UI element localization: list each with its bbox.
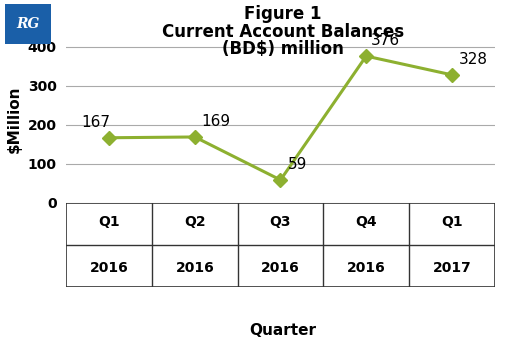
Text: 2016: 2016 [175, 261, 214, 275]
Text: 2017: 2017 [432, 261, 470, 275]
Y-axis label: $Million: $Million [7, 85, 22, 153]
Text: Q4: Q4 [355, 215, 376, 229]
Text: 2016: 2016 [346, 261, 385, 275]
Text: (BD$) million: (BD$) million [222, 40, 343, 58]
Text: Q3: Q3 [269, 215, 291, 229]
Text: 328: 328 [458, 52, 487, 67]
Text: Quarter: Quarter [249, 323, 316, 338]
Text: Q2: Q2 [184, 215, 205, 229]
Text: 2016: 2016 [261, 261, 299, 275]
Text: Current Account Balances: Current Account Balances [162, 23, 403, 41]
Text: 167: 167 [81, 115, 110, 130]
Text: 59: 59 [287, 157, 306, 172]
Text: 2016: 2016 [90, 261, 128, 275]
Text: Q1: Q1 [440, 215, 462, 229]
Text: RG: RG [16, 16, 40, 31]
Text: 376: 376 [370, 33, 399, 48]
Text: Q1: Q1 [98, 215, 120, 229]
Text: Figure 1: Figure 1 [244, 5, 321, 23]
Text: 169: 169 [202, 114, 231, 129]
